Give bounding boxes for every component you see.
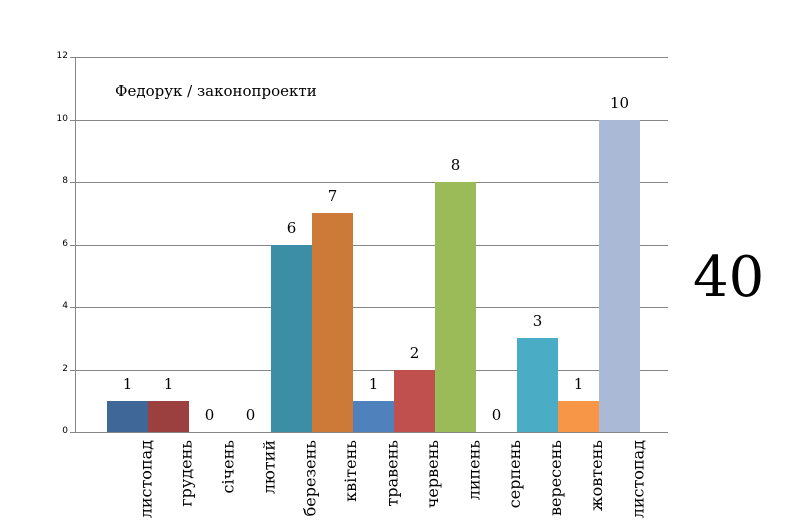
bar <box>271 244 312 432</box>
bar-value-label: 0 <box>204 406 215 424</box>
total-count: 40 <box>693 245 765 310</box>
bar <box>148 400 189 432</box>
plot-area: 0 2 4 6 8 10 12 1 1 0 0 6 7 1 2 8 0 3 1 10 <box>57 51 668 436</box>
y-tick-label: 8 <box>62 176 68 186</box>
y-tick-label: 0 <box>62 426 68 436</box>
y-tick-label: 4 <box>62 301 68 311</box>
bar <box>435 182 476 432</box>
bar <box>517 338 558 432</box>
x-tick-label: січень <box>218 440 237 494</box>
x-tick-label: грудень <box>177 440 196 507</box>
bar <box>353 400 394 432</box>
gridline <box>70 432 668 433</box>
bar <box>558 400 599 432</box>
bar-value-label: 1 <box>368 374 379 393</box>
y-tick-label: 2 <box>62 363 68 374</box>
bar <box>599 119 640 432</box>
x-tick-label: листопад <box>628 440 647 519</box>
gridline <box>70 57 668 58</box>
gridline <box>70 119 668 121</box>
chart-title: Федорук / законопроекти <box>115 82 317 100</box>
x-tick-label: лютий <box>259 440 278 495</box>
bar <box>312 213 353 432</box>
bar-value-label: 3 <box>532 312 543 331</box>
y-tick-label: 10 <box>56 113 68 124</box>
bar-value-label: 2 <box>409 343 420 362</box>
gridline <box>70 182 668 183</box>
x-tick-label: червень <box>423 440 442 509</box>
bar-value-label: 0 <box>245 406 256 424</box>
bar-value-label: 1 <box>122 374 133 393</box>
bar-value-label: 8 <box>450 156 461 174</box>
bar-value-label: 0 <box>491 406 502 424</box>
bar-value-label: 6 <box>286 218 297 237</box>
bar-value-label: 1 <box>573 374 584 393</box>
bar <box>107 400 148 432</box>
bar <box>394 369 435 432</box>
y-tick-label: 6 <box>62 238 68 249</box>
bar-value-label: 7 <box>327 187 338 206</box>
x-tick-label: вересень <box>546 440 565 516</box>
x-tick-label: квітень <box>341 440 360 502</box>
y-tick-label: 12 <box>56 51 68 61</box>
x-tick-label: листопад <box>136 440 155 519</box>
bar-value-label: 1 <box>163 374 174 393</box>
x-tick-label: серпень <box>505 440 524 509</box>
x-tick-label: жовтень <box>587 440 606 512</box>
gridline <box>70 244 668 246</box>
gridline <box>70 307 668 308</box>
x-tick-label: липень <box>464 440 483 501</box>
gridline <box>70 369 668 371</box>
x-tick-label: березень <box>300 440 319 517</box>
x-tick-label: травень <box>382 440 401 507</box>
bar-value-label: 10 <box>609 93 630 112</box>
